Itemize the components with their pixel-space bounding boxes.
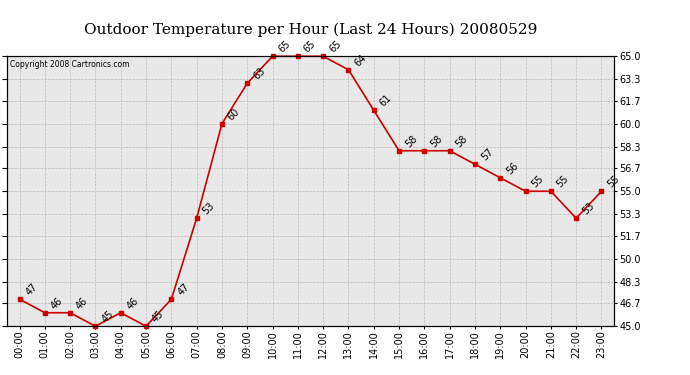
Text: 53: 53 [580,201,596,217]
Text: Copyright 2008 Cartronics.com: Copyright 2008 Cartronics.com [10,60,130,69]
Text: 45: 45 [99,309,115,325]
Text: 65: 65 [327,39,343,55]
Text: 55: 55 [606,174,622,190]
Text: 46: 46 [125,296,141,311]
Text: 56: 56 [504,160,520,176]
Text: 57: 57 [479,147,495,163]
Text: 61: 61 [378,93,394,109]
Text: 55: 55 [530,174,546,190]
Text: 47: 47 [175,282,191,298]
Text: 46: 46 [75,296,90,311]
Text: 65: 65 [302,39,318,55]
Text: 58: 58 [403,134,419,149]
Text: 53: 53 [201,201,217,217]
Text: 60: 60 [226,106,242,122]
Text: Outdoor Temperature per Hour (Last 24 Hours) 20080529: Outdoor Temperature per Hour (Last 24 Ho… [83,22,538,37]
Text: 46: 46 [49,296,65,311]
Text: 64: 64 [353,53,368,68]
Text: 47: 47 [23,282,39,298]
Text: 63: 63 [251,66,267,82]
Text: 55: 55 [555,174,571,190]
Text: 45: 45 [150,309,166,325]
Text: 65: 65 [277,39,293,55]
Text: 58: 58 [454,134,470,149]
Text: 58: 58 [428,134,444,149]
